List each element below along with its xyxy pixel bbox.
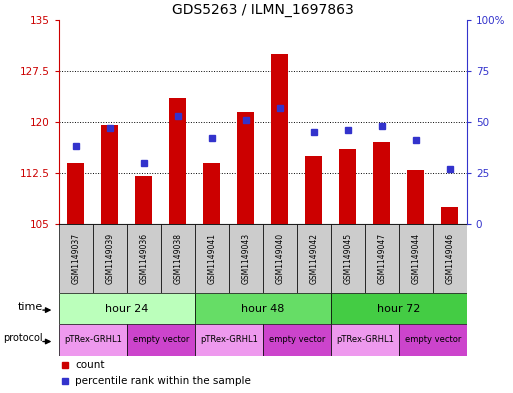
Bar: [441, 207, 458, 224]
Text: pTRex-GRHL1: pTRex-GRHL1: [64, 336, 122, 344]
Text: time: time: [17, 302, 43, 312]
Bar: [102, 125, 119, 224]
Bar: [365, 224, 399, 293]
Bar: [331, 293, 467, 324]
Bar: [161, 224, 195, 293]
Title: GDS5263 / ILMN_1697863: GDS5263 / ILMN_1697863: [172, 3, 354, 17]
Bar: [68, 163, 85, 224]
Bar: [195, 224, 229, 293]
Text: GSM1149036: GSM1149036: [140, 233, 148, 284]
Bar: [271, 54, 288, 224]
Text: hour 48: hour 48: [241, 303, 285, 314]
Text: GSM1149042: GSM1149042: [309, 233, 319, 284]
Bar: [297, 224, 331, 293]
Bar: [407, 169, 424, 224]
Bar: [93, 224, 127, 293]
Text: count: count: [75, 360, 105, 370]
Bar: [238, 112, 254, 224]
Text: empty vector: empty vector: [133, 336, 189, 344]
Bar: [195, 293, 331, 324]
Bar: [331, 324, 399, 356]
Text: GSM1149047: GSM1149047: [378, 233, 386, 284]
Bar: [340, 149, 357, 224]
Bar: [204, 163, 221, 224]
Text: GSM1149039: GSM1149039: [106, 233, 114, 284]
Bar: [59, 224, 93, 293]
Text: GSM1149038: GSM1149038: [173, 233, 183, 284]
Text: empty vector: empty vector: [405, 336, 461, 344]
Text: pTRex-GRHL1: pTRex-GRHL1: [336, 336, 394, 344]
Bar: [127, 324, 195, 356]
Text: protocol: protocol: [3, 333, 43, 343]
Text: GSM1149046: GSM1149046: [445, 233, 455, 284]
Text: percentile rank within the sample: percentile rank within the sample: [75, 376, 251, 386]
Text: hour 72: hour 72: [377, 303, 421, 314]
Bar: [399, 224, 433, 293]
Bar: [127, 224, 161, 293]
Text: empty vector: empty vector: [269, 336, 325, 344]
Bar: [433, 224, 467, 293]
Bar: [135, 176, 152, 224]
Text: GSM1149041: GSM1149041: [207, 233, 216, 284]
Bar: [331, 224, 365, 293]
Bar: [59, 324, 127, 356]
Text: GSM1149040: GSM1149040: [275, 233, 284, 284]
Bar: [59, 293, 195, 324]
Bar: [195, 324, 263, 356]
Text: GSM1149045: GSM1149045: [343, 233, 352, 284]
Bar: [229, 224, 263, 293]
Bar: [305, 156, 322, 224]
Bar: [169, 98, 186, 224]
Text: GSM1149037: GSM1149037: [71, 233, 81, 284]
Text: GSM1149044: GSM1149044: [411, 233, 420, 284]
Text: pTRex-GRHL1: pTRex-GRHL1: [200, 336, 258, 344]
Bar: [373, 142, 390, 224]
Text: GSM1149043: GSM1149043: [242, 233, 250, 284]
Bar: [263, 224, 297, 293]
Bar: [263, 324, 331, 356]
Bar: [399, 324, 467, 356]
Text: hour 24: hour 24: [105, 303, 149, 314]
